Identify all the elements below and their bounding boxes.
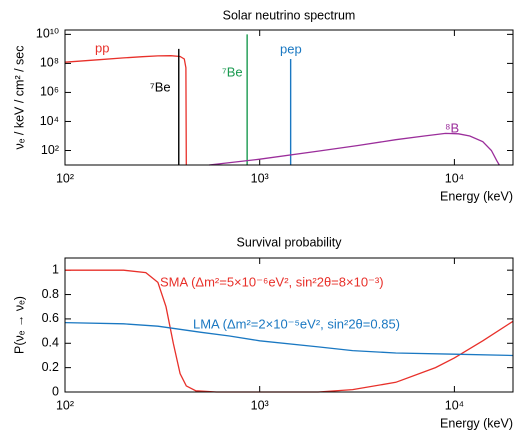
y-tick-label: 10¹⁰	[36, 27, 59, 41]
x-tick-label: 10³	[251, 171, 269, 185]
y-tick-label: 0.2	[42, 360, 59, 374]
series-label: ⁷Be	[222, 64, 243, 79]
x-tick-label: 10⁴	[445, 171, 464, 185]
series-line	[209, 132, 500, 166]
y-tick-label: 10²	[41, 143, 59, 157]
x-tick-label: 10³	[251, 398, 269, 412]
x-axis-label: Energy (keV)	[440, 189, 513, 203]
x-axis-label: Energy (keV)	[440, 416, 513, 430]
series-label: LMA (Δm²=2×10⁻⁵eV², sin²2θ=0.85)	[193, 316, 400, 331]
series-label: pp	[95, 40, 109, 55]
y-axis-label: νₑ / keV / cm² / sec	[12, 46, 26, 150]
series-label: SMA (Δm²=5×10⁻⁶eV², sin²2θ=8×10⁻³)	[160, 274, 384, 289]
x-tick-label: 10²	[56, 398, 74, 412]
y-tick-label: 10⁴	[40, 114, 59, 128]
series-label: ⁸B	[445, 120, 459, 135]
y-tick-label: 0.6	[42, 311, 59, 325]
chart-title: Solar neutrino spectrum	[223, 8, 356, 22]
y-tick-label: 10⁶	[40, 85, 59, 99]
series-label: ⁷Be	[150, 79, 171, 94]
series-line	[64, 321, 514, 357]
y-tick-label: 0.8	[42, 287, 59, 301]
y-tick-label: 1	[52, 262, 59, 276]
plot-frame	[64, 257, 514, 393]
series-line	[64, 55, 187, 166]
plot-frame	[64, 29, 514, 166]
x-tick-label: 10⁴	[445, 398, 464, 412]
series-label: pep	[280, 41, 302, 56]
x-tick-label: 10²	[56, 171, 74, 185]
series-line	[65, 269, 514, 393]
y-tick-label: 0	[52, 384, 59, 398]
y-tick-label: 10⁸	[40, 56, 59, 70]
y-axis-label: P(νₑ → νₑ)	[12, 296, 26, 354]
chart-title: Survival probability	[237, 235, 343, 249]
y-tick-label: 0.4	[42, 336, 59, 350]
